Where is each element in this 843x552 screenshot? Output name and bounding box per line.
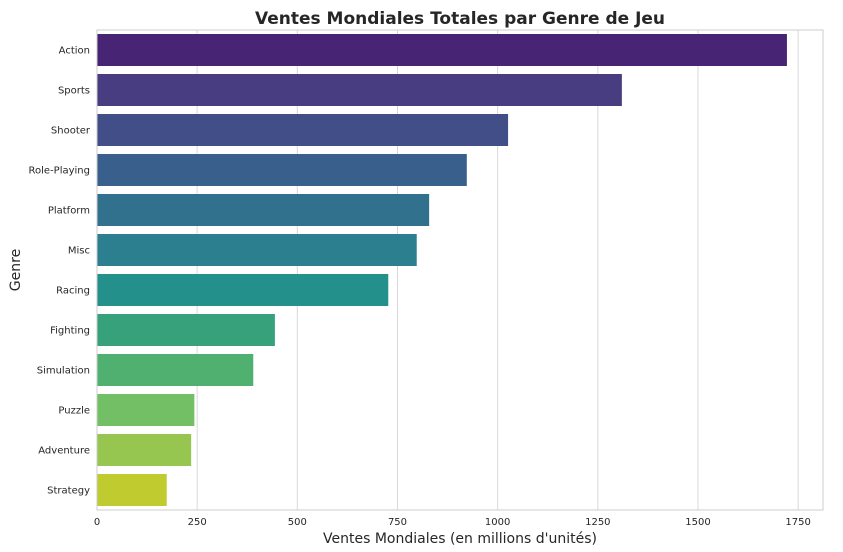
bars bbox=[97, 34, 787, 506]
bar-role-playing bbox=[97, 154, 467, 186]
y-tick-label: Adventure bbox=[38, 446, 90, 457]
bar-action bbox=[97, 34, 787, 66]
x-tick-label: 250 bbox=[188, 517, 207, 528]
bar-shooter bbox=[97, 114, 509, 146]
bar-puzzle bbox=[97, 394, 195, 426]
x-axis-label: Ventes Mondiales (en millions d'unités) bbox=[323, 531, 597, 547]
x-tick-label: 1500 bbox=[685, 517, 710, 528]
y-tick-labels: Action Sports Shooter Role-Playing Platform M… bbox=[29, 46, 91, 497]
bar-sports bbox=[97, 74, 622, 106]
chart-title: Ventes Mondiales Totales par Genre de Je… bbox=[255, 9, 665, 29]
y-tick-label: Racing bbox=[56, 286, 90, 297]
x-tick-label: 1000 bbox=[485, 517, 510, 528]
bar-racing bbox=[97, 274, 389, 306]
y-tick-label: Strategy bbox=[47, 486, 90, 497]
y-tick-label: Simulation bbox=[37, 366, 90, 377]
x-tick-label: 1750 bbox=[785, 517, 810, 528]
y-tick-label: Action bbox=[59, 46, 90, 57]
x-tick-label: 1250 bbox=[585, 517, 610, 528]
bar-adventure bbox=[97, 434, 192, 466]
x-tick-labels: 0 250 500 750 1000 1250 1500 1750 bbox=[94, 517, 811, 528]
bar-platform bbox=[97, 194, 430, 226]
y-tick-label: Fighting bbox=[50, 326, 90, 337]
y-axis-label: Genre bbox=[8, 249, 24, 291]
y-tick-label: Puzzle bbox=[58, 406, 90, 417]
bar-strategy bbox=[97, 474, 167, 506]
grid-lines bbox=[96, 30, 799, 510]
y-tick-label: Role-Playing bbox=[29, 166, 90, 177]
bar-misc bbox=[97, 234, 417, 266]
y-tick-label: Shooter bbox=[51, 126, 91, 137]
bar-simulation bbox=[97, 354, 254, 386]
x-tick-label: 750 bbox=[388, 517, 407, 528]
x-tick-label: 0 bbox=[94, 517, 100, 528]
plot-frame bbox=[96, 29, 824, 511]
bar-fighting bbox=[97, 314, 275, 346]
y-tick-label: Platform bbox=[48, 206, 90, 217]
y-tick-label: Sports bbox=[58, 86, 90, 97]
y-tick-label: Misc bbox=[68, 246, 90, 257]
x-tick-label: 500 bbox=[288, 517, 307, 528]
